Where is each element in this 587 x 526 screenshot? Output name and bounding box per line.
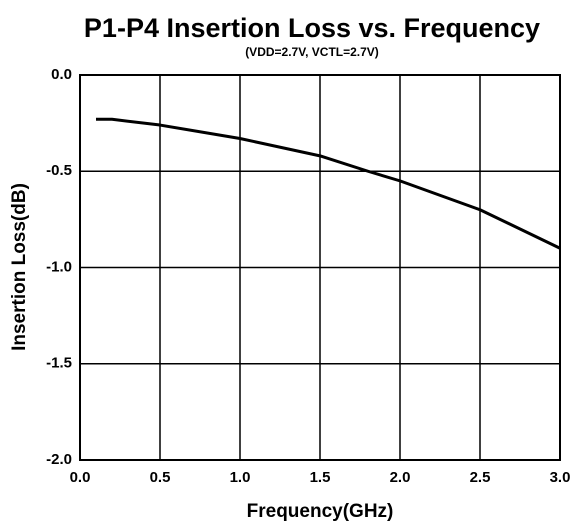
x-tick-label: 2.0 — [390, 469, 411, 486]
y-tick-label: -0.5 — [46, 162, 72, 179]
plot-frame — [79, 74, 561, 461]
y-tick-label: 0.0 — [51, 66, 72, 83]
x-axis-label: Frequency(GHz) — [247, 501, 394, 522]
x-tick-label: 0.0 — [70, 469, 91, 486]
x-tick-label: 1.0 — [230, 469, 251, 486]
x-tick-label: 1.5 — [310, 469, 331, 486]
y-tick-label: -1.0 — [46, 258, 72, 275]
data-line — [96, 117, 561, 250]
y-tick-label: -2.0 — [46, 451, 72, 468]
y-axis-label: Insertion Loss(dB) — [9, 183, 30, 351]
x-tick-label: 0.5 — [150, 469, 171, 486]
x-tick-label: 3.0 — [550, 469, 571, 486]
x-tick-label: 2.5 — [470, 469, 491, 486]
y-tick-label: -1.5 — [46, 355, 72, 372]
chart-title: P1-P4 Insertion Loss vs. Frequency — [84, 13, 540, 43]
chart-subtitle: (VDD=2.7V, VCTL=2.7V) — [245, 45, 379, 59]
